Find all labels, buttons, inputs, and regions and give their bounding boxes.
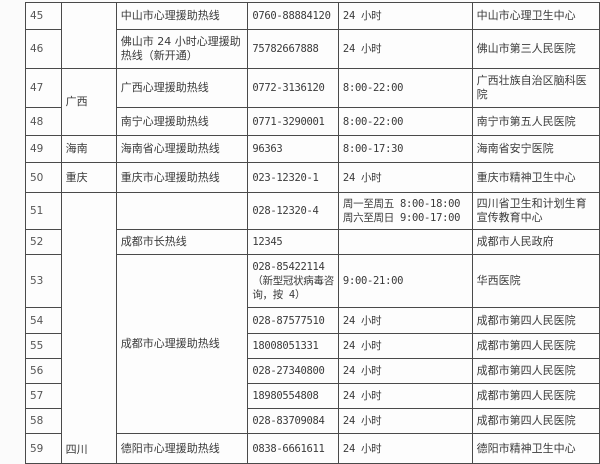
service-hours: 24 小时 [337, 433, 473, 464]
table-row: 54 028-87577510 24 小时 成都市第四人民医院 [25, 307, 600, 334]
phone-number: 0772-3136120 [247, 68, 339, 108]
service-hours: 24 小时 [337, 162, 473, 193]
row-number: 53 [25, 254, 62, 308]
service-hours: 8:00-22:00 [337, 107, 473, 136]
row-number: 48 [25, 107, 62, 136]
table-row: 55 18008051331 24 小时 成都市第四人民医院 [25, 333, 600, 359]
service-hours: 24 小时 [337, 29, 473, 69]
service-hours: 周一至周五 8:00-18:00 周六至周日 9:00-17:00 [337, 192, 473, 230]
table-row: 58 028-83709084 24 小时 成都市第四人民医院 [25, 408, 600, 434]
row-number: 55 [25, 333, 62, 359]
service-hours: 24 小时 [337, 333, 473, 359]
phone-number: 18008051331 [247, 333, 339, 359]
row-number: 45 [25, 2, 62, 30]
phone-number: 023-12320-1 [247, 162, 339, 193]
table-row: 48 南宁心理援助热线 0771-3290001 8:00-22:00 南宁市第… [25, 107, 600, 136]
phone-number: 028-12320-4 [247, 192, 339, 230]
hotline-name: 成都市长热线 [115, 229, 249, 255]
service-hours: 24 小时 [337, 307, 473, 334]
organization: 华西医院 [471, 254, 600, 308]
phone-number: 028-85422114（新型冠状病毒咨询，按 4） [247, 254, 339, 308]
organization: 德阳市精神卫生中心 [471, 433, 600, 464]
province-cell: 重庆 [60, 162, 117, 193]
organization: 成都市第四人民医院 [471, 408, 600, 434]
organization: 重庆市精神卫生中心 [471, 162, 600, 193]
row-number: 51 [25, 192, 62, 230]
hotline-name: 重庆市心理援助热线 [115, 162, 249, 193]
table-row: 52 成都市长热线 12345 成都市人民政府 [25, 229, 600, 255]
phone-number: 0771-3290001 [247, 107, 339, 136]
organization: 成都市第四人民医院 [471, 333, 600, 359]
row-number: 52 [25, 229, 62, 255]
province-cell [60, 2, 117, 69]
organization: 南宁市第五人民医院 [471, 107, 600, 136]
hotline-name: 广西心理援助热线 [115, 68, 249, 108]
row-number: 58 [25, 408, 62, 434]
service-hours: 9:00-21:00 [337, 254, 473, 308]
table-row: 47 广西 广西心理援助热线 0772-3136120 8:00-22:00 广… [25, 68, 600, 136]
organization: 成都市人民政府 [471, 229, 600, 255]
table-row: 50 重庆 重庆市心理援助热线 023-12320-1 24 小时 重庆市精神卫… [25, 162, 600, 193]
row-number: 54 [25, 307, 62, 334]
service-hours: 8:00-22:00 [337, 68, 473, 108]
table-row: 49 海南 海南省心理援助热线 96363 8:00-17:30 海南省安宁医院 [25, 135, 600, 163]
phone-number: 12345 [247, 229, 339, 255]
province-cell: 海南 [60, 135, 117, 163]
table-row: 53 成都市心理援助热线 028-85422114（新型冠状病毒咨询，按 4） … [25, 254, 600, 434]
row-number: 47 [25, 68, 62, 108]
phone-number: 0838-6661611 [247, 433, 339, 464]
organization: 海南省安宁医院 [471, 135, 600, 163]
phone-number: 028-27340800 [247, 358, 339, 384]
phone-number: 0760-88884120 [247, 2, 339, 30]
hotline-name: 南宁心理援助热线 [115, 107, 249, 136]
hotline-name: 海南省心理援助热线 [115, 135, 249, 163]
table-row: 45 中山市心理援助热线 0760-88884120 24 小时 中山市心理卫生… [25, 2, 600, 69]
table-row: 46 佛山市 24 小时心理援助热线（新开通） 75782667888 24 小… [25, 29, 600, 69]
service-hours: 24 小时 [337, 383, 473, 409]
row-number: 50 [25, 162, 62, 193]
service-hours: 24 小时 [337, 2, 473, 30]
hotline-name: 德阳市心理援助热线 [115, 433, 249, 464]
phone-number: 75782667888 [247, 29, 339, 69]
organization: 广西壮族自治区脑科医院 [471, 68, 600, 108]
hotline-name: 中山市心理援助热线 [115, 2, 249, 30]
hotline-name [115, 192, 249, 230]
organization: 中山市心理卫生中心 [471, 2, 600, 30]
hotline-name: 佛山市 24 小时心理援助热线（新开通） [115, 29, 249, 69]
row-number: 49 [25, 135, 62, 163]
phone-number: 028-83709084 [247, 408, 339, 434]
service-hours: 8:00-17:30 [337, 135, 473, 163]
organization: 佛山市第三人民医院 [471, 29, 600, 69]
organization: 成都市第四人民医院 [471, 307, 600, 334]
row-number: 57 [25, 383, 62, 409]
service-hours: 24 小时 [337, 408, 473, 434]
table-row: 51 四川 028-12320-4 周一至周五 8:00-18:00 周六至周日… [25, 192, 600, 464]
phone-number: 18980554808 [247, 383, 339, 409]
service-hours [337, 229, 473, 255]
organization: 四川省卫生和计划生育宣传教育中心 [471, 192, 600, 230]
organization: 成都市第四人民医院 [471, 358, 600, 384]
row-number: 46 [25, 29, 62, 69]
row-number: 56 [25, 358, 62, 384]
phone-number: 96363 [247, 135, 339, 163]
service-hours: 24 小时 [337, 358, 473, 384]
province-cell: 广西 [60, 68, 117, 136]
province-cell: 四川 [60, 192, 117, 464]
row-number: 59 [25, 433, 62, 464]
table-row: 56 028-27340800 24 小时 成都市第四人民医院 [25, 358, 600, 384]
phone-number: 028-87577510 [247, 307, 339, 334]
hotline-name: 成都市心理援助热线 [115, 254, 249, 434]
hotline-table: 45 中山市心理援助热线 0760-88884120 24 小时 中山市心理卫生… [25, 2, 600, 464]
organization: 成都市第四人民医院 [471, 383, 600, 409]
